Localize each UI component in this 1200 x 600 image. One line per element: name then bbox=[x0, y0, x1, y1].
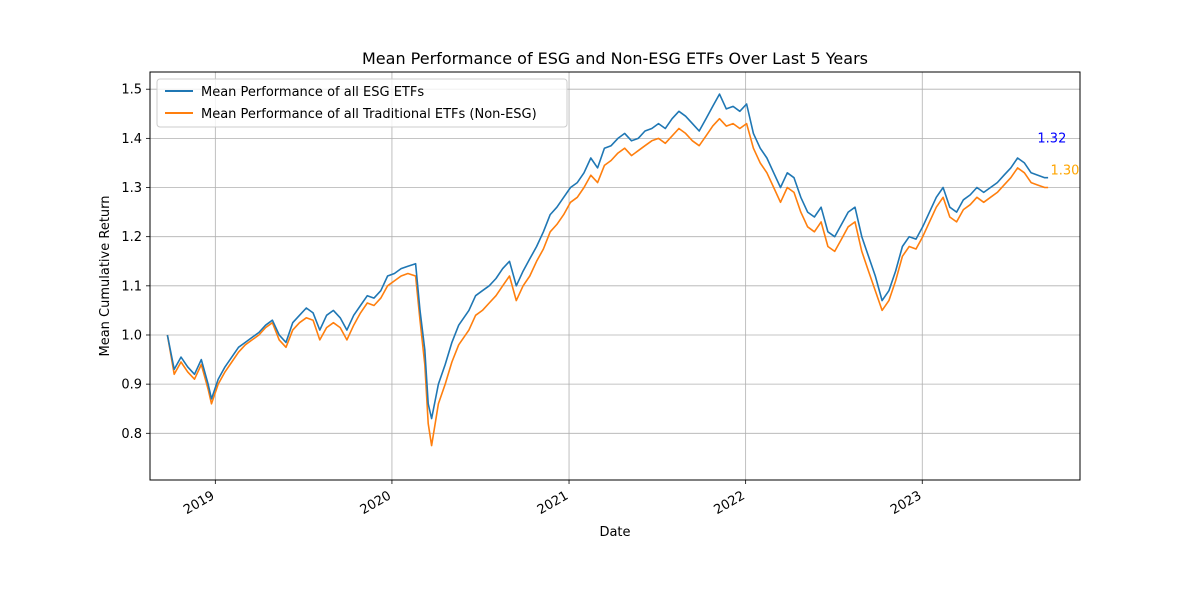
y-tick-label: 1.3 bbox=[121, 181, 142, 196]
y-axis-title: Mean Cumulative Return bbox=[98, 195, 113, 356]
x-tick-label: 2022 bbox=[711, 488, 747, 518]
plot-frame bbox=[149, 71, 1081, 481]
x-tick-label: 2023 bbox=[888, 488, 924, 518]
x-tick-label: 2021 bbox=[535, 488, 571, 518]
x-axis-title: Date bbox=[599, 525, 630, 540]
end-value-label: 1.30 bbox=[1050, 163, 1079, 178]
legend-box bbox=[156, 78, 568, 128]
chart-title: Mean Performance of ESG and Non-ESG ETFs… bbox=[362, 49, 868, 68]
y-tick-label: 0.9 bbox=[121, 378, 142, 393]
series-line-traditional bbox=[166, 117, 1049, 447]
y-tick-label: 1.1 bbox=[121, 279, 142, 294]
y-tick-label: 1.0 bbox=[121, 328, 142, 343]
x-tick-label: 2020 bbox=[358, 488, 394, 518]
series-line-esg bbox=[166, 93, 1049, 420]
legend-label-traditional: Mean Performance of all Traditional ETFs… bbox=[201, 107, 537, 122]
x-tick-label: 2019 bbox=[181, 488, 217, 518]
end-value-label: 1.32 bbox=[1037, 131, 1066, 146]
annotations-layer: 1.32 1.30 bbox=[1037, 131, 1079, 178]
y-tick-label: 1.5 bbox=[121, 83, 142, 98]
legend: Mean Performance of all ESG ETFs Mean Pe… bbox=[156, 78, 568, 128]
y-tick-label: 1.4 bbox=[121, 132, 142, 147]
y-tick-label: 1.2 bbox=[121, 230, 142, 245]
ticks-layer: 0.8 0.9 1.0 1.1 1.2 1.3 1.4 1.5 2019 2020 2021 2022… bbox=[121, 83, 924, 518]
legend-label-esg: Mean Performance of all ESG ETFs bbox=[201, 85, 424, 100]
grid-layer bbox=[150, 72, 1080, 480]
y-tick-label: 0.8 bbox=[121, 427, 142, 442]
series-layer bbox=[166, 93, 1049, 447]
